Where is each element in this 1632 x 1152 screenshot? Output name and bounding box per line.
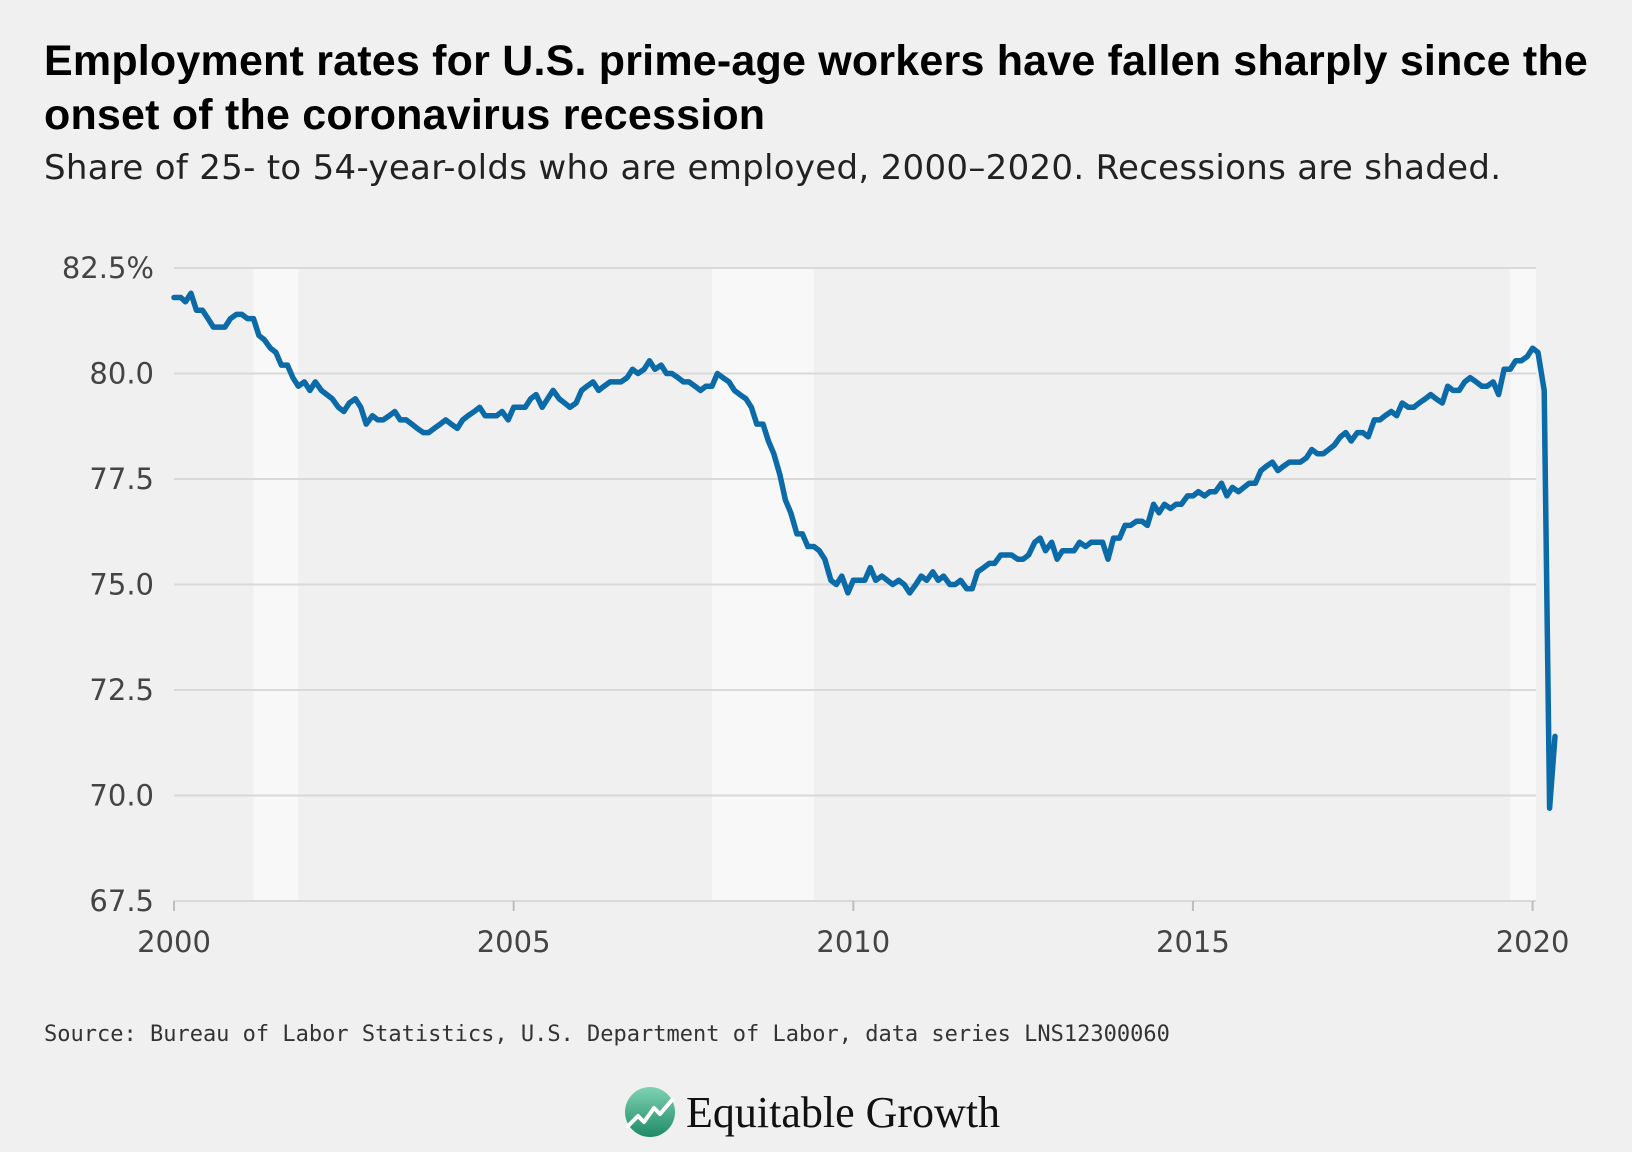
y-tick-label: 72.5 [89, 673, 154, 707]
x-axis: 2000 2005 2010 2015 2020 [137, 901, 1570, 959]
chart-subtitle: Share of 25- to 54-year-olds who are emp… [44, 148, 1502, 188]
x-tick-label: 2020 [1496, 925, 1570, 959]
source-note: Source: Bureau of Labor Statistics, U.S.… [44, 1022, 1170, 1047]
y-tick-label: 77.5 [89, 462, 154, 496]
x-tick-label: 2000 [137, 925, 211, 959]
x-tick-label: 2010 [816, 925, 890, 959]
y-tick-label: 67.5 [89, 884, 154, 918]
y-tick-label: 70.0 [89, 779, 154, 813]
series-line [171, 290, 1558, 811]
chart-title: Employment rates for U.S. prime-age work… [44, 37, 1589, 139]
brand: Equitable Growth [624, 1084, 1000, 1140]
y-axis: 82.5% 80.0 77.5 75.0 72.5 70.0 67.5 [62, 251, 154, 918]
equitable-growth-logo-icon [625, 1087, 675, 1137]
x-tick-label: 2005 [477, 925, 551, 959]
gridlines [174, 267, 1536, 902]
y-tick-label: 80.0 [89, 357, 154, 391]
y-tick-label: 82.5% [62, 251, 154, 285]
x-tick-label: 2015 [1156, 925, 1230, 959]
y-tick-label: 75.0 [89, 568, 154, 602]
brand-name: Equitable Growth [686, 1087, 1001, 1137]
series [171, 290, 1558, 811]
